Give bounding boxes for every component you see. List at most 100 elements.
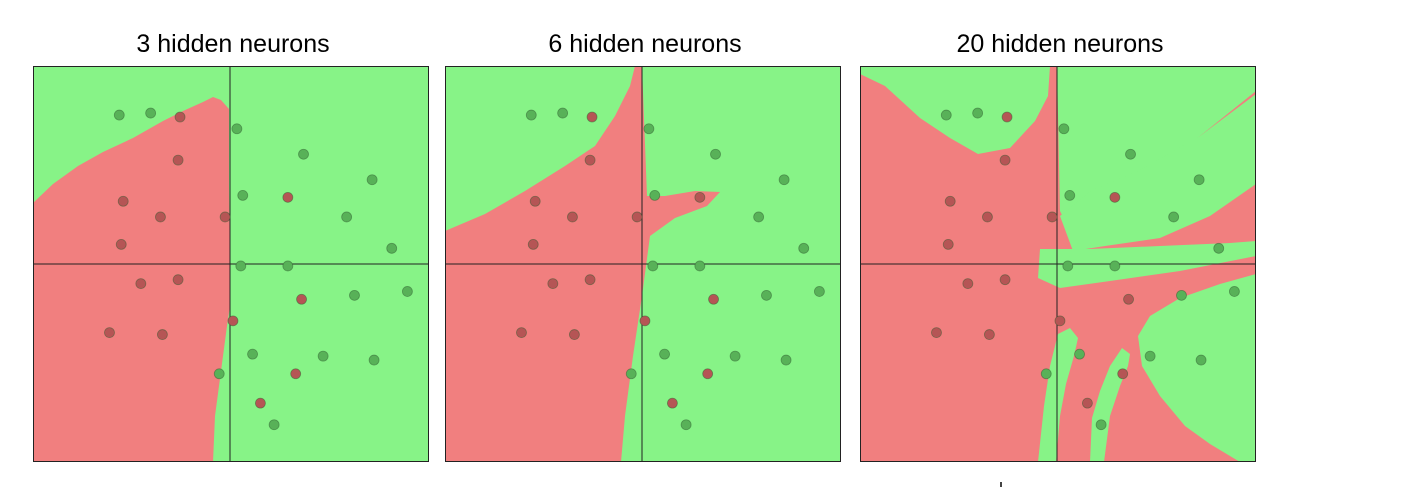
green-region-upper-right bbox=[1057, 66, 1256, 221]
red-data-point bbox=[104, 327, 115, 339]
stray-tick-mark bbox=[1000, 482, 1002, 487]
green-data-point bbox=[1058, 123, 1070, 135]
green-data-point bbox=[1193, 174, 1205, 186]
red-data-point bbox=[219, 211, 231, 223]
green-data-point bbox=[940, 109, 952, 121]
red-data-point bbox=[586, 111, 598, 123]
red-data-point bbox=[1046, 211, 1058, 223]
green-region-bottom-left-leg bbox=[1038, 328, 1078, 462]
red-data-point bbox=[527, 238, 539, 250]
red-data-point bbox=[174, 111, 186, 123]
red-data-point bbox=[962, 278, 974, 290]
green-data-point bbox=[386, 242, 398, 254]
red-data-point bbox=[584, 274, 596, 286]
green-data-point bbox=[1074, 348, 1085, 360]
red-data-point bbox=[942, 238, 954, 250]
green-region-top-left bbox=[860, 66, 1050, 154]
green-data-point bbox=[557, 107, 569, 119]
red-data-point bbox=[944, 195, 956, 207]
green-data-point bbox=[1228, 286, 1240, 297]
red-data-point bbox=[254, 397, 266, 409]
green-region-right-band bbox=[1060, 94, 1256, 251]
green-data-point bbox=[972, 107, 984, 119]
green-data-point bbox=[213, 368, 225, 380]
green-data-point bbox=[237, 189, 249, 201]
green-data-point bbox=[761, 289, 772, 301]
panel-3-hidden-neurons: 3 hidden neurons bbox=[33, 0, 433, 489]
green-data-point bbox=[1144, 350, 1156, 362]
red-data-point bbox=[1117, 368, 1129, 380]
green-data-point bbox=[247, 348, 258, 360]
green-data-point bbox=[1095, 419, 1107, 431]
red-data-point bbox=[529, 195, 541, 207]
green-data-point bbox=[753, 211, 765, 223]
red-data-point bbox=[1054, 315, 1066, 327]
green-data-point bbox=[268, 419, 280, 431]
green-data-point bbox=[401, 286, 413, 297]
red-data-point bbox=[568, 329, 580, 340]
red-data-point bbox=[135, 278, 147, 290]
red-data-point bbox=[282, 191, 294, 203]
red-data-point bbox=[694, 191, 706, 203]
green-data-point bbox=[659, 348, 670, 360]
red-data-point bbox=[290, 368, 302, 380]
green-data-point bbox=[680, 419, 692, 431]
green-data-point bbox=[649, 189, 661, 201]
green-data-point bbox=[366, 174, 378, 186]
green-data-point bbox=[317, 350, 329, 362]
red-data-point bbox=[999, 274, 1011, 286]
red-data-point bbox=[584, 154, 596, 166]
green-data-point bbox=[1195, 354, 1207, 366]
panel-20-hidden-neurons: 20 hidden neurons bbox=[860, 0, 1260, 489]
green-data-point bbox=[643, 123, 655, 135]
green-data-point bbox=[282, 260, 294, 272]
red-data-point bbox=[931, 327, 942, 339]
decision-boundary-plot bbox=[860, 66, 1256, 462]
decision-boundary-plot bbox=[445, 66, 841, 462]
green-data-point bbox=[1213, 242, 1225, 254]
red-data-point bbox=[666, 397, 678, 409]
green-data-point bbox=[798, 242, 810, 254]
green-region-lower-right bbox=[1138, 274, 1256, 462]
red-data-point bbox=[1123, 293, 1134, 305]
red-data-point bbox=[999, 154, 1011, 166]
green-data-point bbox=[1125, 148, 1136, 160]
green-data-point bbox=[298, 148, 309, 160]
red-data-point bbox=[1001, 111, 1013, 123]
green-data-point bbox=[1176, 289, 1187, 301]
red-data-point bbox=[156, 329, 168, 340]
decision-boundary-plot bbox=[33, 66, 429, 462]
green-data-point bbox=[1064, 189, 1076, 201]
red-data-point bbox=[155, 211, 166, 223]
red-data-point bbox=[1081, 397, 1093, 409]
green-data-point bbox=[341, 211, 353, 223]
red-data-point bbox=[227, 315, 239, 327]
green-data-point bbox=[113, 109, 125, 121]
red-data-point bbox=[982, 211, 993, 223]
red-data-point bbox=[708, 293, 719, 305]
panel-6-hidden-neurons: 6 hidden neurons bbox=[445, 0, 845, 489]
green-data-point bbox=[778, 174, 790, 186]
red-data-point bbox=[547, 278, 559, 290]
panel-title: 20 hidden neurons bbox=[956, 30, 1164, 58]
green-data-point bbox=[1062, 260, 1074, 272]
green-data-point bbox=[1168, 211, 1180, 223]
red-data-point bbox=[172, 274, 184, 286]
green-data-point bbox=[780, 354, 792, 366]
panel-title: 3 hidden neurons bbox=[136, 30, 330, 58]
green-data-point bbox=[145, 107, 157, 119]
red-data-point bbox=[702, 368, 714, 380]
green-data-point bbox=[813, 286, 825, 297]
green-data-point bbox=[625, 368, 637, 380]
red-data-point bbox=[516, 327, 527, 339]
green-data-point bbox=[525, 109, 537, 121]
green-data-point bbox=[1040, 368, 1052, 380]
green-data-point bbox=[710, 148, 721, 160]
green-data-point bbox=[694, 260, 706, 272]
red-data-point bbox=[172, 154, 184, 166]
red-data-point bbox=[1109, 191, 1121, 203]
green-data-point bbox=[647, 260, 659, 272]
red-decision-region bbox=[33, 97, 230, 462]
red-data-point bbox=[983, 329, 995, 340]
red-data-point bbox=[296, 293, 307, 305]
